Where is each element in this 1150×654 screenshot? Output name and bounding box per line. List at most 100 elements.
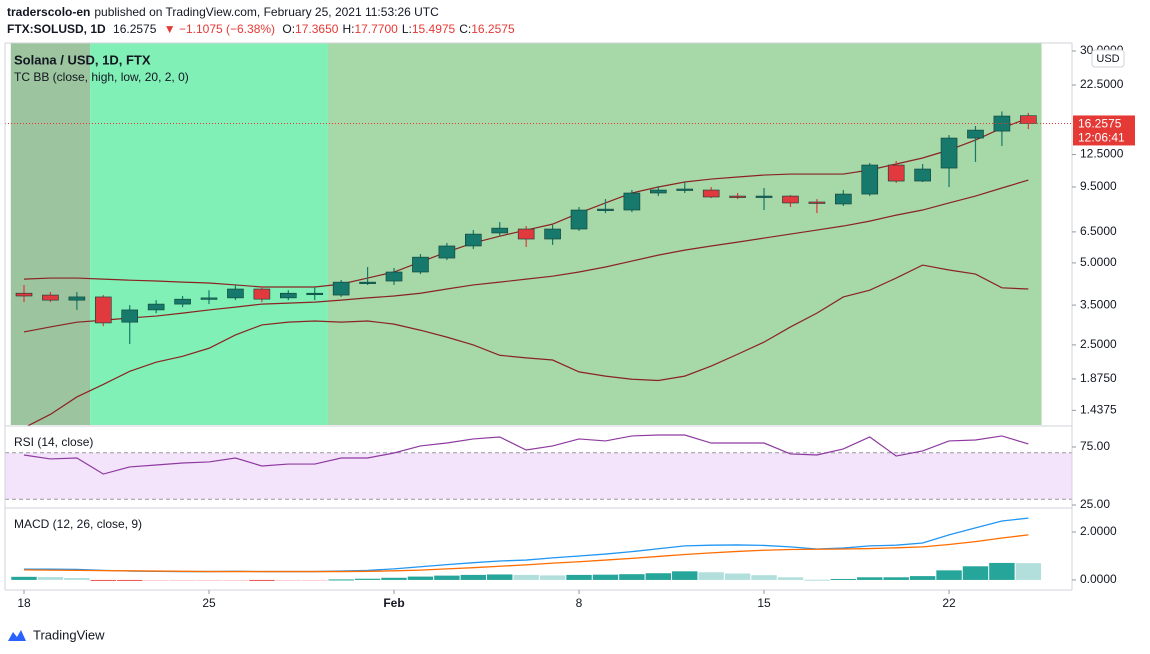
histogram-bar bbox=[857, 577, 883, 580]
candle-body bbox=[147, 303, 165, 311]
candle-body bbox=[68, 296, 86, 301]
candle-body bbox=[517, 228, 535, 240]
histogram-bar bbox=[64, 578, 90, 580]
y-tick-label: 5.0000 bbox=[1080, 255, 1117, 269]
price: 16.2575 bbox=[113, 22, 157, 36]
y-tick-label: 25.00 bbox=[1080, 497, 1110, 511]
candle-body bbox=[702, 189, 720, 198]
candle-body bbox=[465, 233, 482, 247]
overlay: Solana / USD, 1D, FTX USD TC BB (close, … bbox=[14, 49, 1125, 531]
histogram-bar bbox=[777, 577, 804, 580]
candle-body bbox=[438, 245, 456, 259]
candle-body bbox=[570, 209, 588, 230]
histogram-bar bbox=[249, 579, 275, 581]
candle-body bbox=[94, 296, 112, 324]
histogram-bar bbox=[11, 576, 37, 580]
change: ▼ −1.1075 (−6.38%) bbox=[163, 22, 276, 36]
x-tick-label: Feb bbox=[383, 596, 404, 610]
histogram-bar bbox=[434, 575, 460, 580]
indicator-title: RSI (14, close) bbox=[14, 435, 93, 449]
candle-body bbox=[729, 195, 746, 198]
histogram-bar bbox=[804, 579, 830, 581]
y-tick-label: 9.5000 bbox=[1080, 179, 1117, 193]
candle-body bbox=[623, 192, 641, 211]
x-tick-label: 8 bbox=[576, 596, 583, 610]
brand: TradingView bbox=[33, 627, 105, 642]
histogram-bar bbox=[830, 578, 857, 580]
ohlc-value: 16.2575 bbox=[471, 22, 515, 36]
candle-body bbox=[782, 195, 799, 204]
histogram-bar bbox=[196, 579, 222, 581]
histogram-bar bbox=[117, 579, 143, 581]
histogram-bar bbox=[37, 577, 64, 580]
histogram-bar bbox=[592, 574, 619, 580]
ohlc-value: 17.7700 bbox=[354, 22, 398, 36]
last-price-label: 16.2575 bbox=[1078, 117, 1122, 131]
histogram-bar bbox=[751, 575, 777, 580]
published: published on TradingView.com, February 2… bbox=[94, 5, 439, 19]
rsi-pane bbox=[5, 434, 1072, 500]
candle-body bbox=[227, 288, 244, 299]
histogram-bar bbox=[513, 574, 539, 580]
x-tick-label: 25 bbox=[202, 596, 216, 610]
candle-body bbox=[42, 294, 59, 301]
histogram-bar bbox=[90, 579, 117, 581]
rsi-line bbox=[23, 434, 1029, 475]
ohlc: O:17.3650 H:17.7700 L:15.4975 C:16.2575 bbox=[282, 22, 518, 36]
histogram-bar bbox=[989, 562, 1015, 580]
y-tick-label: 12.5000 bbox=[1080, 147, 1124, 161]
candle-body bbox=[174, 298, 191, 305]
macd-line bbox=[23, 534, 1029, 573]
price-pane bbox=[5, 111, 1072, 426]
currency[interactable]: USD bbox=[1096, 53, 1119, 65]
macd-line bbox=[24, 517, 1029, 573]
header-line: traderscolo-en published on TradingView.c… bbox=[7, 5, 443, 19]
histogram-bar bbox=[539, 575, 566, 580]
histogram-bar bbox=[169, 579, 196, 581]
histogram-bar bbox=[354, 578, 381, 580]
histogram-bar bbox=[936, 570, 962, 580]
candle-body bbox=[650, 189, 667, 194]
y-tick-label: 75.00 bbox=[1080, 439, 1110, 453]
y-tick-label: 1.4375 bbox=[1080, 403, 1117, 417]
histogram-bar bbox=[698, 572, 724, 580]
logo: TradingView bbox=[8, 627, 105, 642]
candle-body bbox=[121, 309, 139, 323]
background-zone bbox=[90, 43, 328, 425]
candle-body bbox=[967, 129, 984, 139]
histogram-bar bbox=[672, 571, 698, 580]
histogram-bar bbox=[143, 579, 169, 581]
x-tick-label: 22 bbox=[942, 596, 956, 610]
candle-body bbox=[412, 256, 429, 273]
histogram-bar bbox=[645, 573, 672, 580]
candle-body bbox=[544, 228, 561, 240]
histogram-bar bbox=[302, 579, 328, 581]
candle-body bbox=[887, 164, 905, 182]
background-zone bbox=[10, 43, 91, 425]
candle-body bbox=[1020, 115, 1037, 124]
histogram-bar bbox=[1015, 563, 1042, 580]
histogram-bar bbox=[487, 574, 513, 580]
candle-body bbox=[861, 164, 879, 195]
symbol: FTX:SOLUSD, 1D bbox=[7, 22, 106, 36]
y-tick-label: 6.5000 bbox=[1080, 224, 1117, 238]
background-zone bbox=[327, 43, 1042, 425]
histogram-bar bbox=[381, 577, 407, 580]
histogram-bar bbox=[460, 574, 487, 580]
histogram-bar bbox=[566, 574, 592, 580]
y-tick-label: 22.5000 bbox=[1080, 77, 1124, 91]
y-tick-label: 3.5000 bbox=[1080, 297, 1117, 311]
y-tick-label: 0.0000 bbox=[1080, 572, 1117, 586]
candle-body bbox=[676, 188, 694, 191]
histogram-bar bbox=[407, 576, 434, 580]
axes: 30.000022.500012.50009.50006.50005.00003… bbox=[17, 43, 1135, 610]
x-tick-label: 15 bbox=[757, 596, 771, 610]
candle-body bbox=[359, 281, 376, 284]
candle-body bbox=[385, 271, 403, 282]
band-line bbox=[23, 179, 1029, 333]
candle-body bbox=[755, 195, 773, 198]
currency-box[interactable] bbox=[1091, 49, 1125, 68]
ohlc-label: C: bbox=[459, 22, 472, 36]
last-price-box bbox=[1073, 115, 1135, 146]
